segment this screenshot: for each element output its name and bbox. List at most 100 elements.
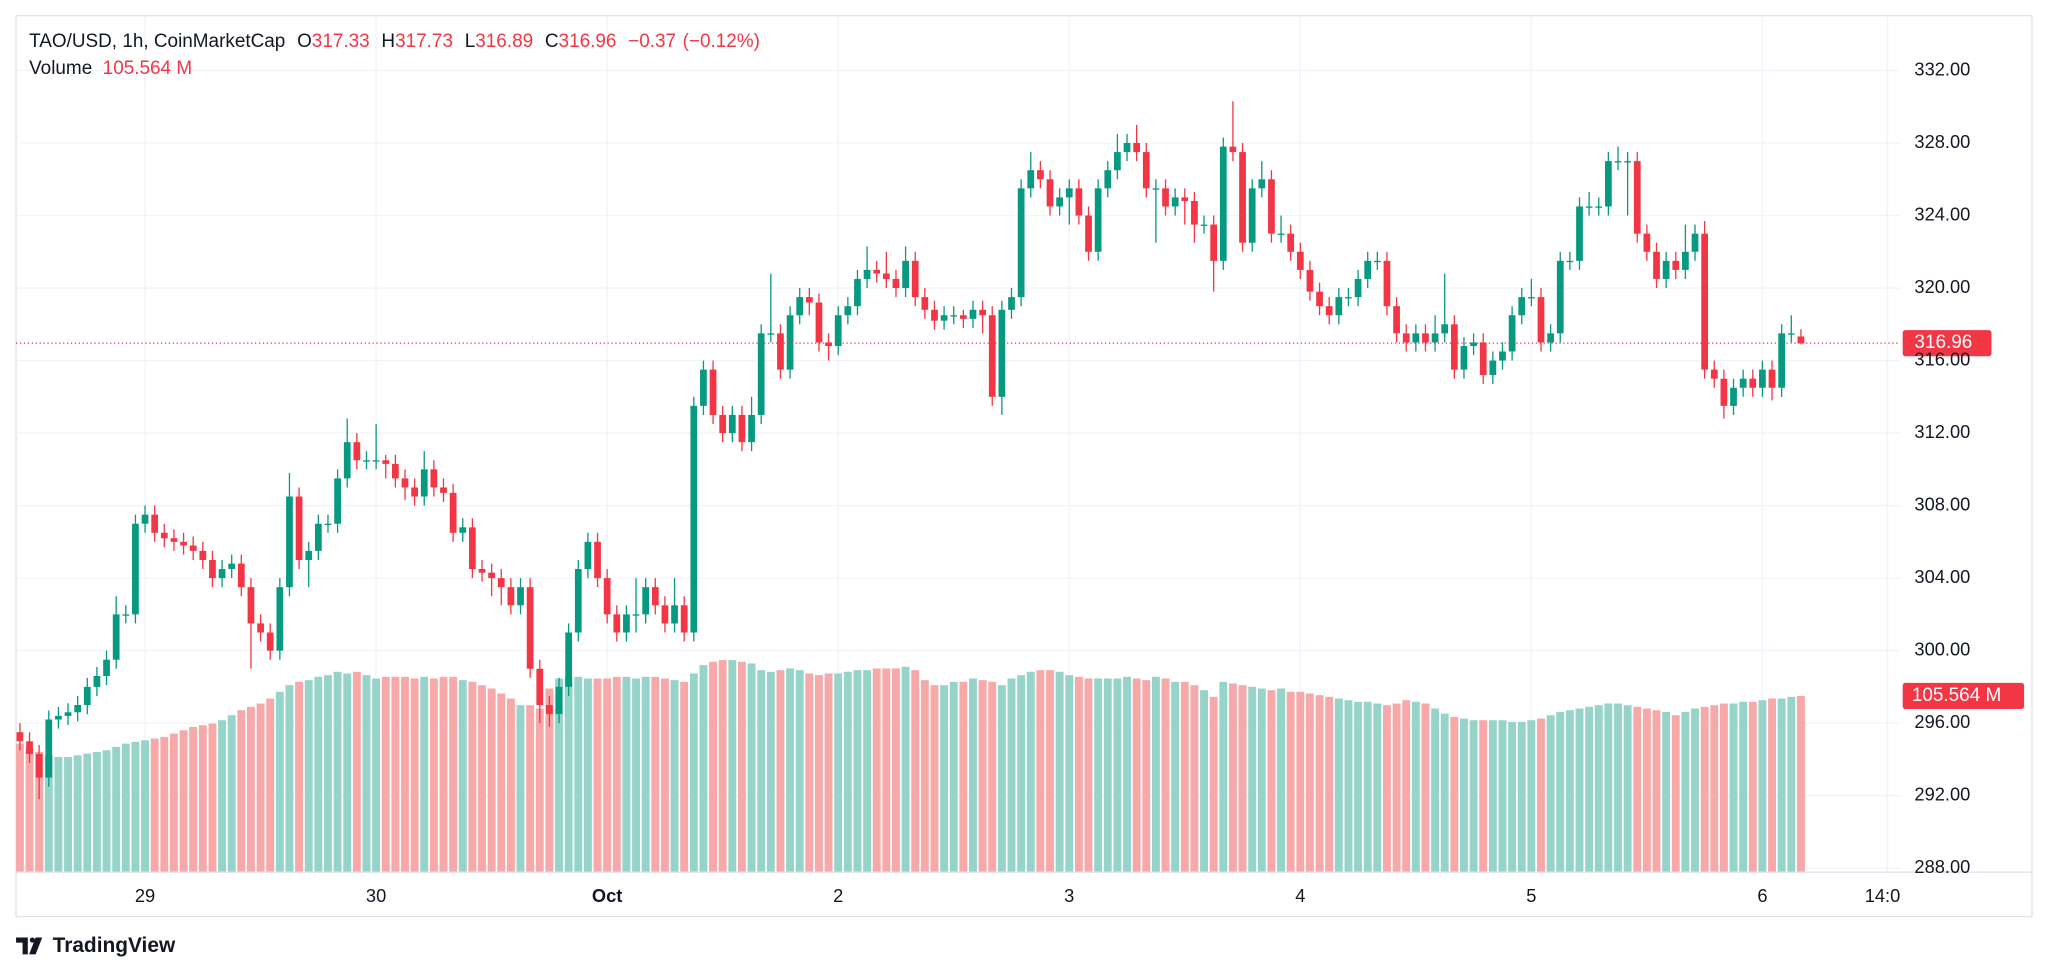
- volume-bar: [25, 748, 34, 873]
- volume-bar: [757, 670, 766, 873]
- candle-body: [1046, 179, 1054, 207]
- volume-bar: [1421, 703, 1430, 873]
- candle-body: [623, 614, 630, 633]
- x-tick-label: 29: [135, 885, 155, 906]
- volume-bar: [920, 680, 929, 873]
- volume-bar: [420, 676, 429, 873]
- candle-body: [1152, 188, 1160, 190]
- candle-body: [180, 541, 187, 546]
- volume-bar: [1402, 700, 1411, 873]
- candle-body: [642, 587, 650, 615]
- volume-bar: [429, 678, 438, 873]
- volume-bar: [324, 675, 332, 873]
- volume-bar: [1440, 713, 1449, 873]
- volume-bar: [1142, 680, 1151, 873]
- volume-bar: [1565, 710, 1574, 873]
- volume-bar: [959, 681, 968, 873]
- volume-bar: [314, 676, 323, 873]
- volume-bar: [102, 750, 111, 873]
- candle-body: [911, 260, 919, 298]
- chart-title: TAO/USD, 1h, CoinMarketCap: [29, 31, 285, 52]
- volume-bar: [1277, 688, 1286, 873]
- candle-body: [1566, 260, 1574, 263]
- brand-icon: [16, 937, 43, 955]
- volume-bar: [612, 676, 621, 873]
- low-value: 316.89: [475, 31, 533, 52]
- candle-body: [1229, 146, 1237, 153]
- volume-bar: [1768, 698, 1776, 873]
- volume-bar: [843, 671, 852, 873]
- volume-bar: [622, 676, 631, 873]
- volume-bar: [824, 673, 833, 873]
- candle-body: [286, 496, 293, 588]
- candle-body: [1518, 297, 1526, 316]
- volume-bar: [776, 670, 785, 873]
- candle-body: [1181, 197, 1189, 202]
- candle-body: [1133, 143, 1141, 153]
- volume-bar: [1026, 671, 1035, 873]
- candle-body: [189, 545, 197, 551]
- volume-bar: [1257, 688, 1266, 873]
- volume-bar: [564, 676, 573, 873]
- volume-bar: [1315, 695, 1324, 873]
- volume-bar: [689, 673, 698, 873]
- volume-bar: [54, 756, 63, 873]
- volume-bar: [1334, 698, 1343, 873]
- candle-body: [748, 414, 755, 443]
- candle-body: [738, 414, 746, 443]
- brand-logo: TradingView: [16, 934, 176, 957]
- candle-body: [1065, 188, 1073, 198]
- volume-bar: [1017, 675, 1026, 873]
- volume-bar: [516, 705, 525, 873]
- volume-bar: [872, 668, 881, 873]
- candle-body: [767, 333, 775, 335]
- volume-bar: [410, 678, 419, 873]
- candle-body: [170, 538, 178, 542]
- volume-bar: [1700, 706, 1709, 873]
- candle-body: [16, 732, 24, 742]
- volume-bar: [641, 676, 650, 873]
- x-tick-label: 6: [1757, 885, 1767, 906]
- brand-name: TradingView: [53, 934, 176, 957]
- volume-bar: [1219, 681, 1228, 873]
- volume-bar: [1739, 701, 1748, 873]
- volume-bar: [1363, 701, 1372, 873]
- candle-body: [1277, 233, 1285, 235]
- ohlc-label: O: [297, 31, 312, 52]
- candle-body: [247, 587, 255, 624]
- candle-body: [93, 676, 101, 687]
- volume-bar: [651, 676, 660, 873]
- volume-bar: [439, 676, 448, 873]
- volume-bar: [593, 678, 602, 873]
- volume-bar: [969, 678, 977, 873]
- candle-body: [517, 587, 524, 606]
- candle-body: [1210, 224, 1218, 261]
- volume-bar: [1132, 678, 1141, 873]
- volume-bar: [44, 755, 53, 873]
- candle-body: [584, 541, 592, 570]
- candle-body: [632, 614, 640, 616]
- volume-bar: [83, 753, 92, 873]
- candle-body: [709, 369, 717, 415]
- volume-bar: [834, 673, 843, 873]
- candle-body: [1470, 342, 1477, 347]
- candle-body: [1576, 206, 1583, 261]
- volume-bar: [1007, 678, 1016, 873]
- candle-body: [45, 719, 53, 778]
- candle-body: [449, 492, 457, 533]
- volume-bar: [1796, 695, 1805, 873]
- candle-body: [35, 753, 43, 778]
- volume-bar: [237, 710, 246, 873]
- volume-bar: [1546, 715, 1555, 873]
- candle-body: [1633, 161, 1641, 234]
- candle-body: [815, 302, 823, 343]
- candle-body: [112, 614, 120, 660]
- candle-body: [959, 315, 967, 319]
- y-axis: 288.00 292.00 296.00 300.00 304.00 308.00 312.…: [1914, 58, 1970, 877]
- volume-bar: [1209, 696, 1218, 873]
- candle-body: [796, 297, 804, 316]
- volume-bar: [1662, 711, 1671, 873]
- candle-body: [854, 278, 861, 307]
- ohlc-label: C: [545, 31, 559, 52]
- candle-body: [1171, 197, 1179, 207]
